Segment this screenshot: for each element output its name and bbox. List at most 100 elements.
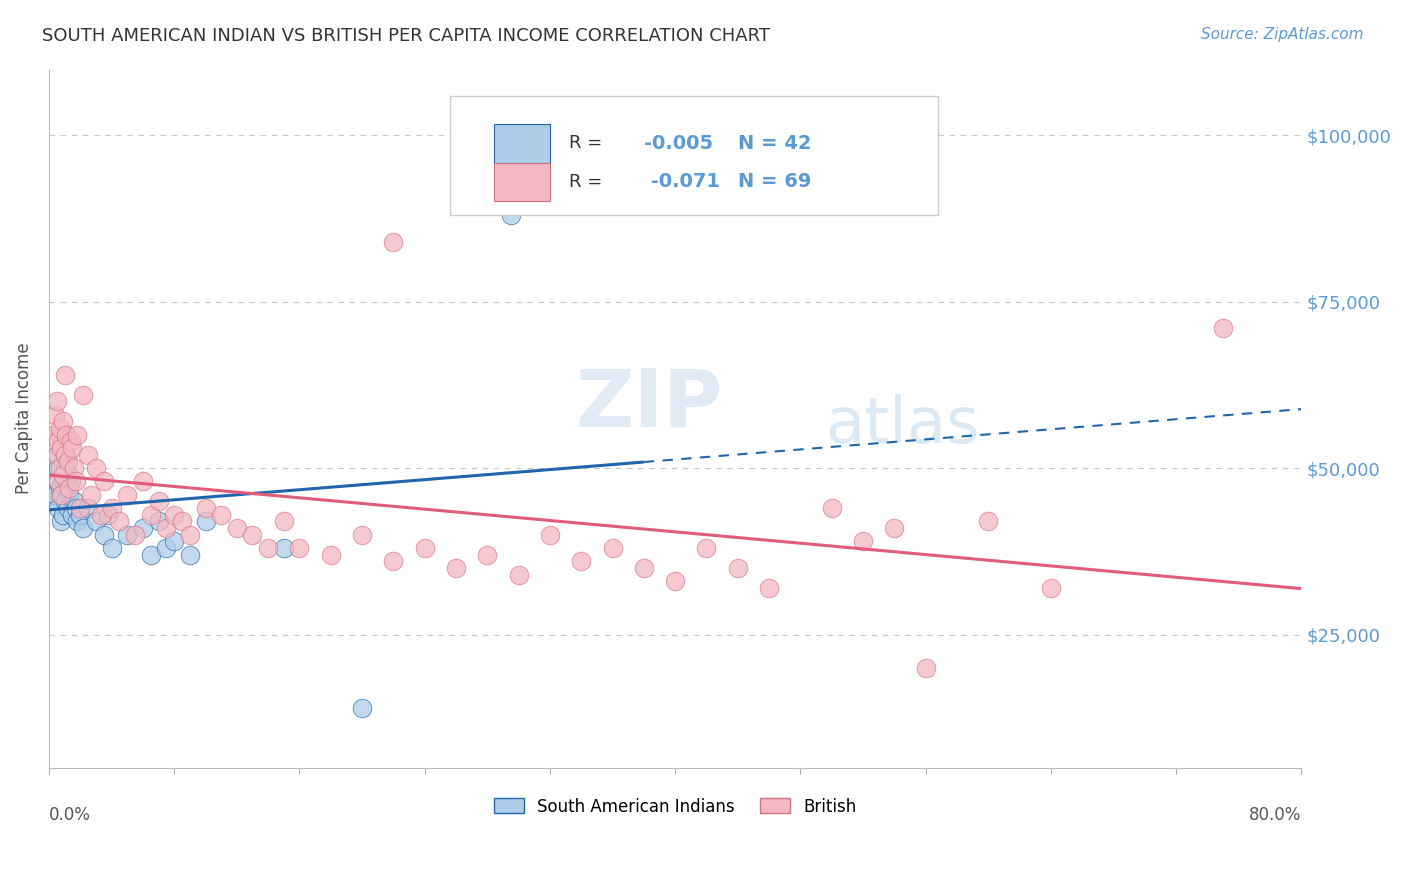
Point bbox=[65, 501, 87, 516]
Point bbox=[115, 527, 138, 541]
Point bbox=[48, 501, 70, 516]
Point bbox=[56, 501, 79, 516]
Point bbox=[65, 475, 87, 489]
Text: Source: ZipAtlas.com: Source: ZipAtlas.com bbox=[1201, 27, 1364, 42]
Point bbox=[69, 508, 91, 522]
Point bbox=[155, 521, 177, 535]
Point bbox=[49, 421, 72, 435]
Point bbox=[413, 541, 436, 555]
Point bbox=[48, 475, 70, 489]
Point bbox=[58, 488, 80, 502]
Point bbox=[53, 461, 76, 475]
Point bbox=[115, 488, 138, 502]
Point bbox=[602, 541, 624, 555]
Point bbox=[1212, 321, 1234, 335]
Point bbox=[52, 467, 75, 482]
FancyBboxPatch shape bbox=[494, 163, 550, 202]
Point bbox=[56, 454, 79, 468]
Point bbox=[55, 427, 77, 442]
Point bbox=[49, 427, 72, 442]
Point bbox=[93, 475, 115, 489]
Point bbox=[53, 368, 76, 382]
FancyBboxPatch shape bbox=[494, 125, 550, 163]
Point bbox=[132, 521, 155, 535]
Point bbox=[45, 475, 67, 489]
Point bbox=[84, 461, 107, 475]
Point bbox=[53, 448, 76, 462]
Point bbox=[53, 494, 76, 508]
Point bbox=[42, 494, 65, 508]
Text: 80.0%: 80.0% bbox=[1249, 806, 1302, 824]
Point bbox=[59, 434, 82, 449]
Point bbox=[569, 554, 592, 568]
Point bbox=[52, 508, 75, 522]
Text: SOUTH AMERICAN INDIAN VS BRITISH PER CAPITA INCOME CORRELATION CHART: SOUTH AMERICAN INDIAN VS BRITISH PER CAP… bbox=[42, 27, 770, 45]
Point bbox=[508, 567, 530, 582]
Point bbox=[209, 508, 232, 522]
Point bbox=[48, 461, 70, 475]
Point bbox=[49, 481, 72, 495]
Point bbox=[52, 475, 75, 489]
Point bbox=[821, 501, 844, 516]
Point bbox=[914, 661, 936, 675]
Point bbox=[66, 427, 89, 442]
Point bbox=[257, 541, 280, 555]
Text: R =: R = bbox=[568, 135, 607, 153]
Point bbox=[163, 508, 186, 522]
Point bbox=[179, 527, 201, 541]
Point bbox=[63, 494, 86, 508]
Point bbox=[139, 508, 162, 522]
Point bbox=[51, 488, 73, 502]
Point bbox=[49, 461, 72, 475]
Point bbox=[51, 441, 73, 455]
Point bbox=[55, 481, 77, 495]
Point bbox=[179, 548, 201, 562]
Point bbox=[124, 527, 146, 541]
Point bbox=[108, 514, 131, 528]
Point bbox=[883, 521, 905, 535]
Point bbox=[758, 581, 780, 595]
Point bbox=[444, 561, 467, 575]
Point bbox=[163, 534, 186, 549]
Point bbox=[382, 554, 405, 568]
Point bbox=[852, 534, 875, 549]
Point bbox=[194, 501, 217, 516]
Point bbox=[148, 514, 170, 528]
Point bbox=[170, 514, 193, 528]
Point bbox=[727, 561, 749, 575]
Text: R =: R = bbox=[568, 173, 607, 191]
Point bbox=[100, 501, 122, 516]
Legend: South American Indians, British: South American Indians, British bbox=[488, 791, 863, 822]
Y-axis label: Per Capita Income: Per Capita Income bbox=[15, 343, 32, 494]
Point bbox=[84, 514, 107, 528]
Point bbox=[664, 574, 686, 589]
Point bbox=[90, 508, 112, 522]
Point bbox=[382, 235, 405, 249]
Point bbox=[45, 448, 67, 462]
Point bbox=[132, 475, 155, 489]
Point bbox=[63, 461, 86, 475]
Point bbox=[695, 541, 717, 555]
Point bbox=[51, 514, 73, 528]
Point bbox=[58, 481, 80, 495]
Point bbox=[139, 548, 162, 562]
Point bbox=[352, 527, 374, 541]
Point bbox=[52, 414, 75, 428]
Point bbox=[44, 408, 66, 422]
Text: atlas: atlas bbox=[825, 394, 980, 456]
Point bbox=[93, 527, 115, 541]
FancyBboxPatch shape bbox=[450, 96, 938, 215]
Point bbox=[499, 208, 522, 222]
Point bbox=[66, 514, 89, 528]
Point bbox=[633, 561, 655, 575]
Point bbox=[59, 475, 82, 489]
Point bbox=[148, 494, 170, 508]
Text: N = 42: N = 42 bbox=[738, 134, 811, 153]
Point bbox=[273, 514, 295, 528]
Point bbox=[42, 427, 65, 442]
Text: 0.0%: 0.0% bbox=[49, 806, 91, 824]
Point bbox=[97, 508, 120, 522]
Point bbox=[72, 388, 94, 402]
Text: ZIP: ZIP bbox=[575, 365, 723, 443]
Point bbox=[51, 488, 73, 502]
